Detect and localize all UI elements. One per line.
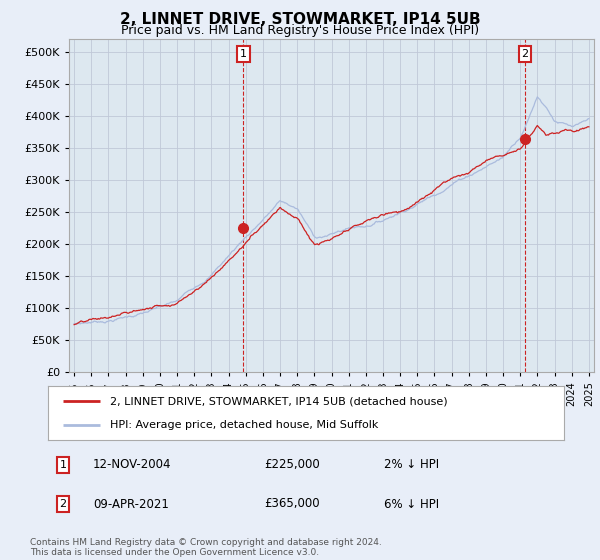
- Text: 2% ↓ HPI: 2% ↓ HPI: [384, 458, 439, 472]
- Text: £365,000: £365,000: [264, 497, 320, 511]
- Text: 2, LINNET DRIVE, STOWMARKET, IP14 5UB (detached house): 2, LINNET DRIVE, STOWMARKET, IP14 5UB (d…: [110, 396, 448, 407]
- Text: 12-NOV-2004: 12-NOV-2004: [93, 458, 172, 472]
- Text: £225,000: £225,000: [264, 458, 320, 472]
- Text: 6% ↓ HPI: 6% ↓ HPI: [384, 497, 439, 511]
- Text: Contains HM Land Registry data © Crown copyright and database right 2024.
This d: Contains HM Land Registry data © Crown c…: [30, 538, 382, 557]
- Text: 2: 2: [521, 49, 529, 59]
- Text: Price paid vs. HM Land Registry's House Price Index (HPI): Price paid vs. HM Land Registry's House …: [121, 24, 479, 36]
- Text: 1: 1: [240, 49, 247, 59]
- Text: 2, LINNET DRIVE, STOWMARKET, IP14 5UB: 2, LINNET DRIVE, STOWMARKET, IP14 5UB: [119, 12, 481, 27]
- Text: 09-APR-2021: 09-APR-2021: [93, 497, 169, 511]
- Text: HPI: Average price, detached house, Mid Suffolk: HPI: Average price, detached house, Mid …: [110, 419, 378, 430]
- Text: 1: 1: [59, 460, 67, 470]
- Text: 2: 2: [59, 499, 67, 509]
